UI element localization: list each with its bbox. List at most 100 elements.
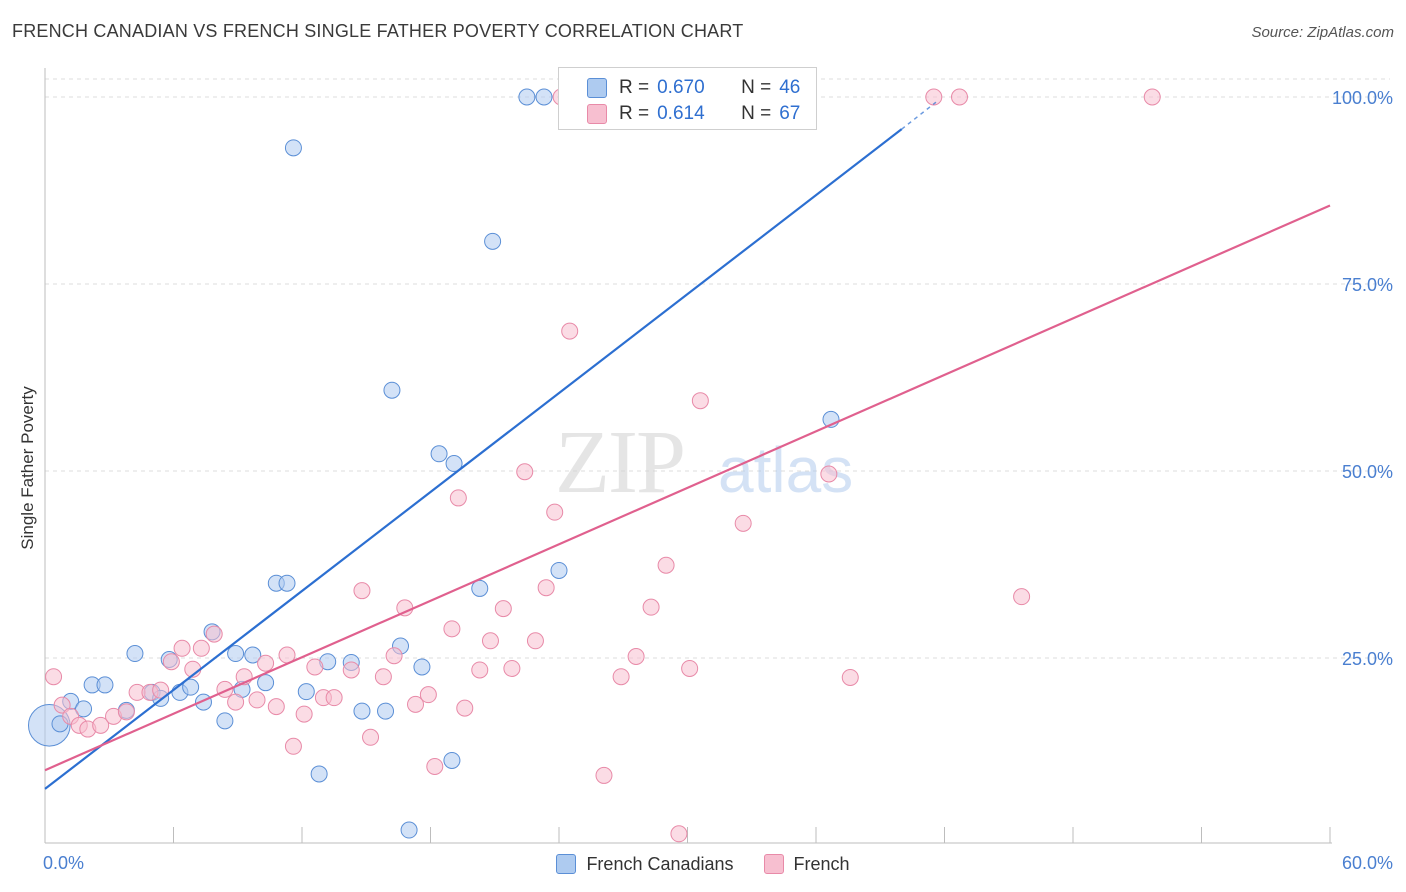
french-point bbox=[691, 392, 709, 410]
french-point bbox=[407, 695, 425, 713]
french-point bbox=[306, 658, 324, 676]
french-point bbox=[443, 620, 461, 638]
watermark-zip: ZIP bbox=[555, 413, 684, 512]
french-point bbox=[1143, 88, 1161, 106]
french-canadians-point bbox=[413, 658, 431, 676]
french-point bbox=[642, 598, 660, 616]
french-point bbox=[612, 668, 630, 686]
french-canadians-point bbox=[297, 683, 315, 701]
french-canadians-point bbox=[75, 700, 93, 718]
y-tick-label: 50.0% bbox=[1342, 462, 1393, 482]
source-label: Source: ZipAtlas.com bbox=[1251, 24, 1394, 41]
grid-lines bbox=[45, 78, 1390, 659]
x-tick-label-max: 60.0% bbox=[1342, 853, 1393, 873]
x-tick-label-min: 0.0% bbox=[43, 853, 84, 873]
legend-item-french[interactable]: French bbox=[763, 853, 850, 875]
french-swatch bbox=[587, 104, 607, 124]
french-point bbox=[561, 322, 579, 340]
french-point bbox=[681, 659, 699, 677]
french-point bbox=[426, 757, 444, 775]
r-label: R = bbox=[619, 103, 650, 124]
french-point bbox=[117, 703, 135, 721]
legend-label-french-canadians: French Canadians bbox=[586, 853, 734, 874]
french-point bbox=[152, 681, 170, 699]
french-point bbox=[227, 693, 245, 711]
stats-legend: R = 0.670 N = 46 R = 0.614 N = 67 bbox=[558, 67, 817, 130]
french-point bbox=[950, 88, 968, 106]
french-point bbox=[267, 698, 285, 716]
french-canadians-point bbox=[471, 579, 489, 597]
n-label: N = bbox=[741, 103, 772, 124]
stats-row-french-canadians: R = 0.670 N = 46 bbox=[559, 74, 800, 102]
french-legend-swatch bbox=[763, 854, 784, 874]
french-canadians-point bbox=[310, 765, 328, 783]
french-point bbox=[248, 691, 266, 709]
french-point bbox=[471, 661, 489, 679]
french-point bbox=[925, 88, 943, 106]
french-canadians-point bbox=[27, 704, 71, 747]
french-point bbox=[419, 686, 437, 704]
french-point bbox=[734, 514, 752, 532]
french-canadians-point bbox=[257, 674, 275, 692]
french-point bbox=[325, 689, 343, 707]
french-canadians-point bbox=[284, 139, 302, 157]
french-point bbox=[257, 654, 275, 672]
y-tick-label: 75.0% bbox=[1342, 275, 1393, 295]
french-canadians-point bbox=[484, 232, 502, 250]
legend-item-french-canadians[interactable]: French Canadians bbox=[556, 853, 734, 875]
french-point bbox=[657, 556, 675, 574]
watermark: ZIP atlas bbox=[555, 413, 853, 512]
french-point bbox=[192, 639, 210, 657]
french-point bbox=[1013, 588, 1031, 606]
french-canadians-point bbox=[383, 381, 401, 399]
n-label: N = bbox=[741, 77, 772, 98]
french-canadians-point bbox=[227, 645, 245, 663]
french-canadians-trend-extension bbox=[901, 101, 937, 130]
n-value: 46 bbox=[779, 77, 801, 98]
french-canadians-point bbox=[400, 821, 418, 839]
french-point bbox=[670, 825, 688, 843]
french-point bbox=[162, 653, 180, 671]
french-point bbox=[92, 716, 110, 734]
french-point bbox=[385, 647, 403, 665]
stats-row-french: R = 0.614 N = 67 bbox=[559, 100, 800, 128]
french-trend-line bbox=[44, 204, 1331, 772]
french-canadians-point bbox=[182, 678, 200, 696]
french-point bbox=[595, 766, 613, 784]
french-point bbox=[362, 728, 380, 746]
french-point bbox=[456, 699, 474, 717]
french-point bbox=[526, 632, 544, 650]
french-point bbox=[342, 661, 360, 679]
french-canadians-point bbox=[278, 574, 296, 592]
french-point bbox=[627, 648, 645, 666]
n-value: 67 bbox=[779, 103, 801, 124]
french-canadians-point bbox=[377, 702, 395, 720]
r-label: R = bbox=[619, 77, 650, 98]
tick-labels: 25.0% 50.0% 75.0% 100.0% 0.0% 60.0% bbox=[43, 88, 1393, 873]
french-canadians-point bbox=[96, 676, 114, 694]
french-point bbox=[295, 705, 313, 723]
french-point bbox=[537, 579, 555, 597]
french-canadians-point bbox=[216, 712, 234, 730]
french-point bbox=[173, 639, 191, 657]
french-point bbox=[449, 489, 467, 507]
french-point bbox=[481, 632, 499, 650]
french-canadians-point bbox=[353, 702, 371, 720]
french-point bbox=[353, 582, 371, 600]
french-canadians-point bbox=[430, 445, 448, 463]
french-canadians-swatch bbox=[587, 78, 607, 98]
french-point bbox=[841, 668, 859, 686]
french-canadians-trend-line bbox=[44, 128, 903, 790]
french-point bbox=[374, 668, 392, 686]
french-canadians-point bbox=[443, 751, 461, 769]
legend-label-french: French bbox=[793, 853, 850, 874]
french-canadians-point bbox=[518, 88, 536, 106]
french-point bbox=[494, 600, 512, 618]
french-point bbox=[820, 465, 838, 483]
bottom-legend: French Canadians French bbox=[0, 851, 1406, 877]
trend-lines bbox=[44, 101, 1331, 790]
french-point bbox=[546, 503, 564, 521]
y-tick-label: 25.0% bbox=[1342, 649, 1393, 669]
y-axis-label-wrap: Single Father Poverty bbox=[16, 386, 40, 549]
